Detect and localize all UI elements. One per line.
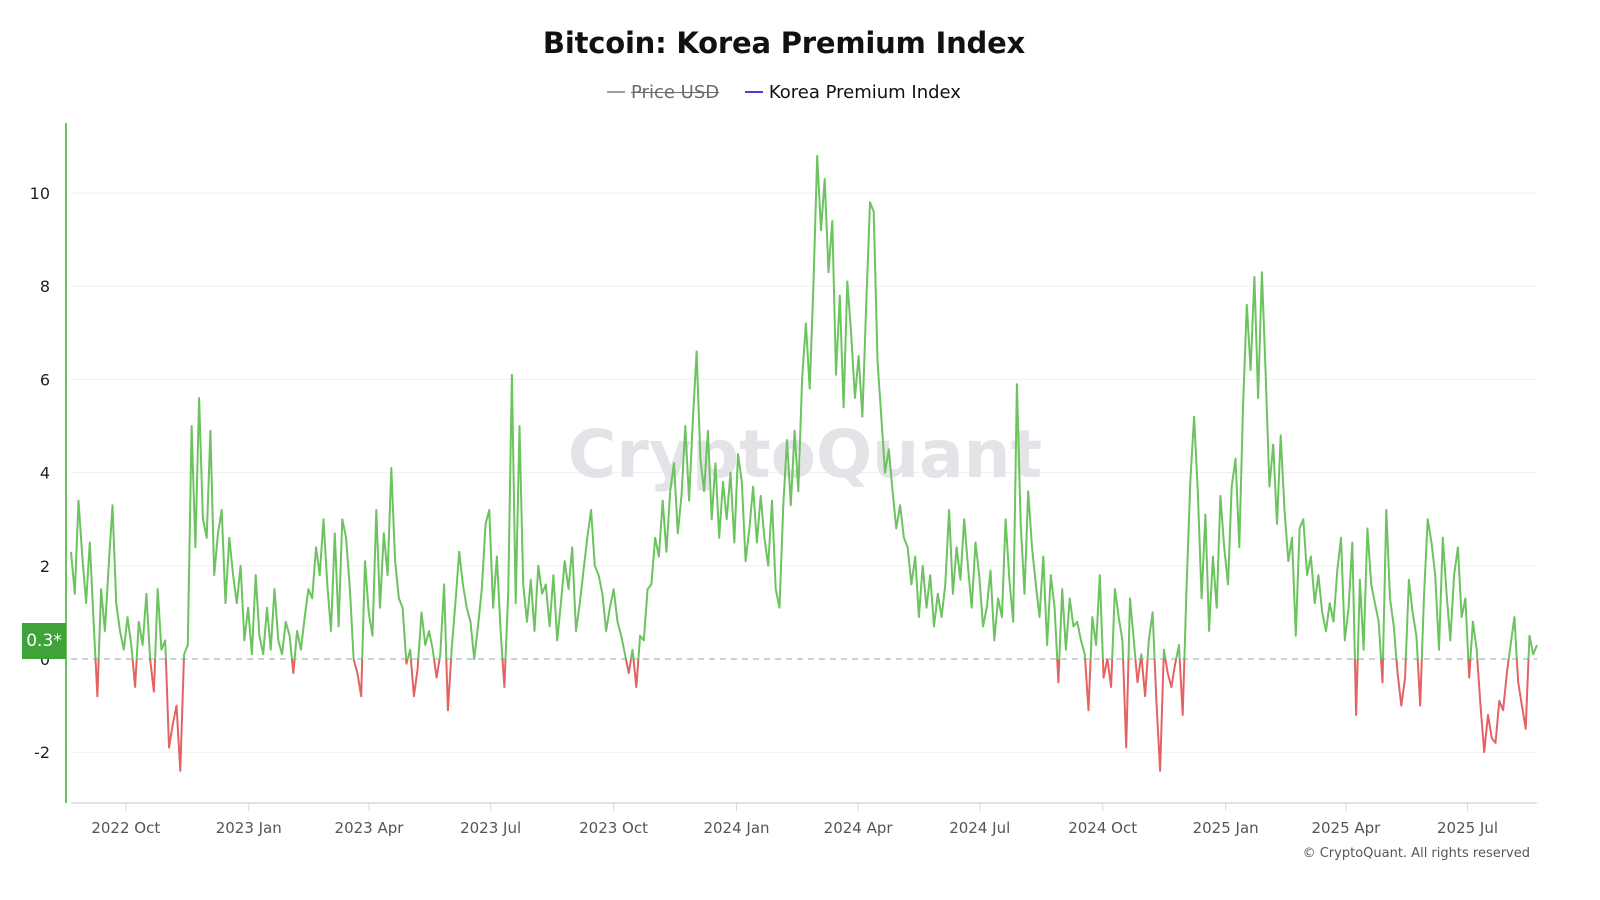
series-segment-negative	[1164, 658, 1178, 688]
x-tick-label: 2025 Jan	[1193, 819, 1259, 837]
x-tick-label: 2023 Apr	[335, 819, 405, 837]
series-segment-negative	[164, 658, 185, 772]
series-segment-positive	[293, 518, 355, 660]
series-segment-positive	[438, 583, 448, 660]
y-tick-label: 8	[40, 277, 50, 296]
series-segment-positive	[630, 648, 635, 660]
series-segment-positive	[1146, 611, 1156, 660]
series-segment-positive	[1139, 653, 1143, 660]
series-segment-positive	[135, 592, 152, 660]
chart-title: Bitcoin: Korea Premium Index	[542, 26, 1026, 60]
y-tick-label: 10	[30, 184, 50, 203]
series-segment-positive	[1507, 616, 1518, 660]
y-tick-label: 0	[40, 650, 50, 669]
series-segment-positive	[182, 397, 293, 660]
series-segment-negative	[1140, 658, 1149, 698]
series-segment-negative	[1178, 658, 1186, 716]
y-tick-label: 6	[40, 370, 50, 389]
x-tick-label: 2024 Jul	[949, 819, 1010, 837]
series-segment-negative	[1084, 658, 1092, 712]
x-tick-label: 2024 Jan	[703, 819, 769, 837]
series-segment-negative	[1101, 658, 1109, 679]
series-segment-positive	[406, 648, 412, 660]
series-segment-positive	[154, 588, 167, 660]
series-segment-negative	[624, 658, 632, 674]
x-tick-label: 2025 Apr	[1311, 819, 1381, 837]
series-segment-negative	[409, 658, 420, 698]
series-segment-negative	[94, 658, 100, 698]
series-segment-negative	[445, 658, 453, 712]
x-tick-label: 2023 Oct	[579, 819, 648, 837]
series-segment-negative	[632, 658, 640, 688]
series-segment-positive	[1058, 588, 1087, 660]
legend: Price USD Korea Premium Index	[0, 77, 1568, 103]
series-segment-negative	[131, 658, 138, 688]
legend-label-korea-premium-index: Korea Premium Index	[768, 81, 961, 103]
series-segment-negative	[1467, 658, 1472, 679]
series-segment-negative	[1380, 658, 1384, 684]
series-segment-positive	[70, 499, 97, 660]
series-segment-negative	[1134, 658, 1142, 684]
series-segment-negative	[1395, 658, 1407, 707]
series-segment-positive	[1162, 648, 1167, 660]
x-tick-label: 2023 Jan	[216, 819, 282, 837]
series-segment-negative	[1122, 658, 1130, 749]
x-axis-ticks: 2022 Oct 2023 Jan 2023 Apr 2023 Jul 2023 Oct…	[91, 803, 1498, 837]
series-segment-negative	[1515, 658, 1530, 730]
y-tick-label: 2	[40, 557, 50, 576]
series-segment-positive	[1420, 518, 1470, 660]
x-tick-label: 2024 Apr	[824, 819, 894, 837]
series-segment-positive	[417, 611, 435, 660]
y-tick-label: 4	[40, 464, 50, 483]
series-segment-negative	[1153, 658, 1165, 772]
x-tick-label: 2024 Oct	[1068, 819, 1137, 837]
series-segment-negative	[1416, 658, 1423, 707]
series-segment-positive	[97, 504, 134, 660]
legend-swatch-price-usd	[607, 91, 626, 93]
series-segment-negative	[1476, 658, 1510, 754]
series-segment-negative	[433, 658, 441, 679]
legend-label-price-usd: Price USD	[631, 81, 720, 103]
x-tick-label: 2023 Jul	[460, 819, 521, 837]
series-segment-negative	[501, 658, 507, 688]
y-tick-label: -2	[34, 743, 50, 762]
x-tick-label: 2025 Jul	[1437, 819, 1498, 837]
series-segment-negative	[149, 658, 157, 693]
series-segment-positive	[1111, 588, 1125, 660]
y-axis-ticks: -2 0 2 4 6 8 10	[30, 184, 50, 762]
current-value-badge: 0.3*	[22, 623, 66, 659]
series-segment-positive	[1356, 527, 1382, 660]
series-segment-positive	[1469, 620, 1479, 660]
series-segment-positive	[1127, 597, 1137, 660]
series-segment-negative	[290, 658, 296, 674]
series-segment-positive	[1175, 644, 1181, 660]
copyright-text: © CryptoQuant. All rights reserved	[1302, 846, 1530, 861]
series-segment-negative	[352, 658, 364, 698]
series-segment-positive	[504, 373, 627, 660]
series-segment-positive	[361, 466, 408, 660]
series-segment-positive	[1382, 508, 1398, 660]
series-korea-premium-index	[70, 154, 1538, 772]
series-segment-negative	[1353, 658, 1359, 716]
series-segment-positive	[1404, 578, 1419, 660]
series-segment-negative	[405, 658, 409, 665]
series-segment-negative	[1056, 658, 1061, 684]
legend-item-korea-premium-index[interactable]: Korea Premium Index	[744, 81, 961, 103]
series-segment-positive	[637, 154, 1059, 660]
series-segment-negative	[1106, 658, 1114, 688]
series-segment-positive	[450, 508, 504, 660]
legend-item-price-usd[interactable]: Price USD	[607, 82, 719, 103]
series-segment-positive	[1183, 271, 1356, 660]
series-segment-positive	[1527, 634, 1538, 660]
series-segment-positive	[1089, 574, 1104, 660]
x-tick-label: 2022 Oct	[91, 819, 160, 837]
watermark: CryptoQuant	[568, 416, 1042, 493]
legend-swatch-korea-premium-index	[744, 91, 763, 93]
